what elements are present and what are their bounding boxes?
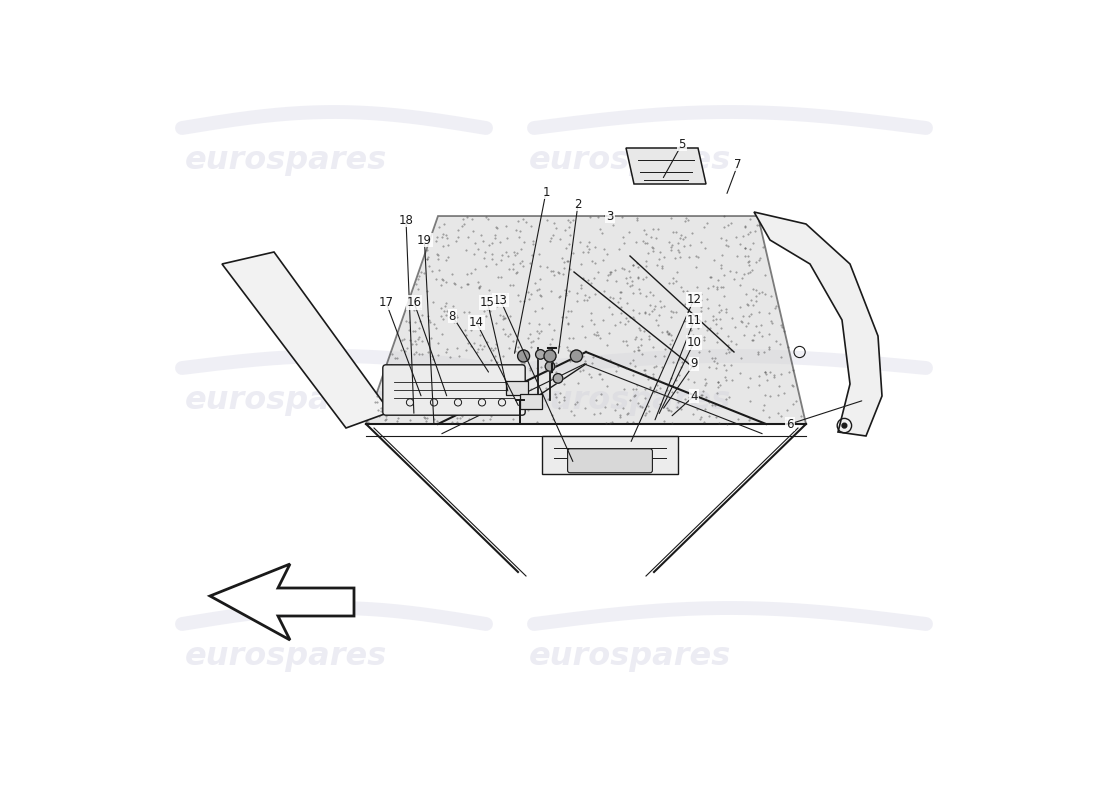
Text: 15: 15	[481, 296, 495, 309]
FancyBboxPatch shape	[383, 365, 525, 415]
Circle shape	[571, 350, 582, 362]
Text: 9: 9	[691, 358, 697, 370]
Text: 13: 13	[493, 294, 508, 306]
FancyBboxPatch shape	[506, 381, 528, 395]
FancyBboxPatch shape	[519, 394, 542, 409]
Text: 14: 14	[469, 316, 484, 329]
Text: 3: 3	[606, 210, 614, 222]
Text: eurospares: eurospares	[529, 145, 732, 175]
Text: eurospares: eurospares	[185, 385, 387, 415]
Circle shape	[546, 362, 554, 371]
Circle shape	[553, 374, 563, 383]
Polygon shape	[754, 212, 882, 436]
Text: 6: 6	[786, 418, 794, 430]
Text: 5: 5	[679, 138, 685, 150]
Polygon shape	[366, 216, 806, 424]
Text: eurospares: eurospares	[185, 641, 387, 671]
Polygon shape	[222, 252, 390, 428]
Text: eurospares: eurospares	[529, 641, 732, 671]
Polygon shape	[542, 436, 678, 474]
Text: 16: 16	[407, 296, 421, 309]
Circle shape	[842, 423, 847, 428]
Text: eurospares: eurospares	[529, 385, 732, 415]
Text: 4: 4	[691, 390, 697, 402]
Polygon shape	[210, 564, 354, 640]
Circle shape	[544, 350, 556, 362]
FancyBboxPatch shape	[568, 449, 652, 473]
Text: 8: 8	[449, 310, 456, 322]
Circle shape	[518, 350, 529, 362]
Polygon shape	[626, 148, 706, 184]
Text: 12: 12	[686, 293, 702, 306]
Text: 18: 18	[398, 214, 414, 226]
Text: 1: 1	[542, 186, 550, 198]
Circle shape	[536, 350, 546, 359]
Text: 19: 19	[417, 234, 432, 246]
Text: 11: 11	[686, 314, 702, 327]
Text: eurospares: eurospares	[185, 145, 387, 175]
Text: 10: 10	[686, 336, 702, 349]
Text: 17: 17	[378, 296, 394, 309]
Text: 2: 2	[574, 198, 582, 210]
Text: 7: 7	[735, 158, 741, 170]
